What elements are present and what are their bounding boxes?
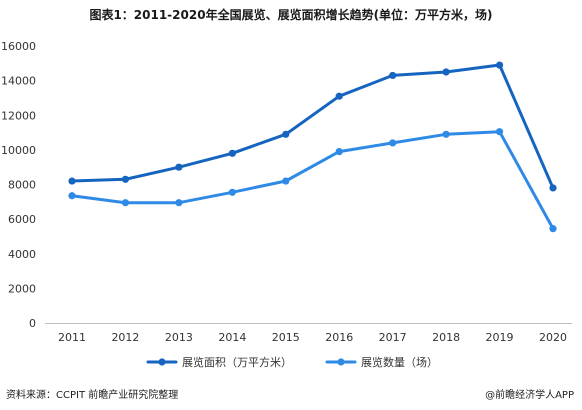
data-point <box>121 199 130 207</box>
x-tick-label: 2015 <box>272 331 300 344</box>
x-tick-label: 2013 <box>165 331 193 344</box>
y-tick-label: 16000 <box>1 40 36 53</box>
data-point <box>549 184 557 192</box>
watermark: @前瞻经济学人APP <box>485 390 574 401</box>
x-tick-label: 2019 <box>486 331 514 344</box>
x-tick-label: 2016 <box>325 331 353 344</box>
y-tick-label: 4000 <box>8 248 36 261</box>
data-point <box>68 192 76 200</box>
data-point <box>442 68 450 76</box>
series-line <box>70 130 555 231</box>
data-point <box>335 92 343 100</box>
legend-swatch-marker <box>158 358 166 366</box>
data-point <box>442 130 450 138</box>
y-tick-label: 10000 <box>1 144 36 157</box>
x-tick-label: 2011 <box>58 331 86 344</box>
y-tick-label: 12000 <box>1 109 36 122</box>
data-point <box>175 163 183 171</box>
axes: 0 2000 4000 6000 8000 10000 12000 14000 16000 201… <box>1 40 572 344</box>
legend-swatch-marker <box>337 358 345 366</box>
data-point <box>549 225 557 233</box>
data-point <box>228 188 236 196</box>
legend-label: 展览面积（万平方米） <box>182 355 292 369</box>
y-tick-label: 14000 <box>1 75 36 88</box>
x-tick-label: 2018 <box>432 331 460 344</box>
chart-title: 图表1：2011-2020年全国展览、展览面积增长趋势(单位：万平方米，场) <box>89 8 493 22</box>
data-point <box>495 128 504 136</box>
legend: 展览面积（万平方米） 展览数量（场） <box>146 355 438 369</box>
data-point <box>495 61 504 69</box>
source-note: 资料来源：CCPIT 前瞻产业研究院整理 <box>6 390 179 401</box>
x-tick-label: 2017 <box>379 331 407 344</box>
y-tick-label: 8000 <box>8 179 36 192</box>
x-tick-label: 2020 <box>539 331 567 344</box>
x-tick-label: 2014 <box>218 331 246 344</box>
x-tick-label: 2012 <box>111 331 139 344</box>
data-point <box>175 199 183 207</box>
data-point <box>228 149 236 157</box>
y-tick-label: 0 <box>29 317 36 330</box>
y-tick-label: 2000 <box>8 282 36 295</box>
data-point <box>389 139 397 147</box>
series-line <box>70 63 555 190</box>
data-point <box>282 130 290 138</box>
legend-label: 展览数量（场） <box>361 355 438 369</box>
data-point <box>389 71 397 80</box>
series-layer <box>68 61 557 233</box>
data-point <box>68 177 76 185</box>
data-point <box>282 177 290 185</box>
data-point <box>121 175 130 183</box>
y-tick-label: 6000 <box>8 213 36 226</box>
data-point <box>335 148 343 156</box>
